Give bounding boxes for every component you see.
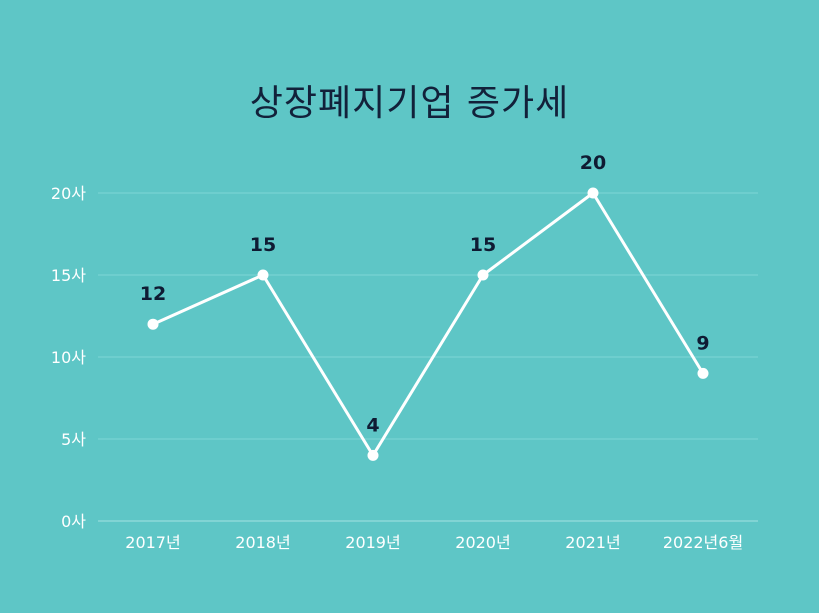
x-tick-label: 2020년 (455, 533, 510, 552)
data-label: 15 (470, 234, 496, 256)
y-tick-label: 20사 (51, 184, 86, 203)
data-label: 12 (140, 283, 166, 305)
data-point (587, 187, 599, 199)
data-points (147, 187, 709, 461)
y-tick-label: 5사 (61, 430, 86, 449)
series-line-layer (151, 191, 705, 457)
series-line (151, 191, 705, 457)
data-point (367, 449, 379, 461)
axes: 0사 5사 10사 15사 20사 2017년 2018년 2019년 2020년 2021년 20… (51, 184, 743, 552)
chart-title: 상장폐지기업 증가세 (249, 83, 570, 124)
y-tick-label: 10사 (51, 348, 86, 367)
gridlines (98, 192, 758, 522)
x-tick-label: 2018년 (235, 533, 290, 552)
x-tick-label: 2019년 (345, 533, 400, 552)
data-label: 4 (366, 414, 379, 436)
x-tick-label: 2017년 (125, 533, 180, 552)
x-tick-label: 2022년6월 (663, 533, 743, 552)
data-labels: 12 15 4 15 20 9 (140, 152, 710, 436)
y-tick-label: 0사 (61, 512, 86, 531)
y-tick-label: 15사 (51, 266, 86, 285)
data-label: 20 (580, 152, 606, 174)
data-label: 9 (696, 332, 709, 354)
data-point (257, 269, 269, 281)
data-point (697, 367, 709, 379)
data-point (477, 269, 489, 281)
data-point (147, 318, 159, 330)
data-label: 15 (250, 234, 276, 256)
x-tick-label: 2021년 (565, 533, 620, 552)
